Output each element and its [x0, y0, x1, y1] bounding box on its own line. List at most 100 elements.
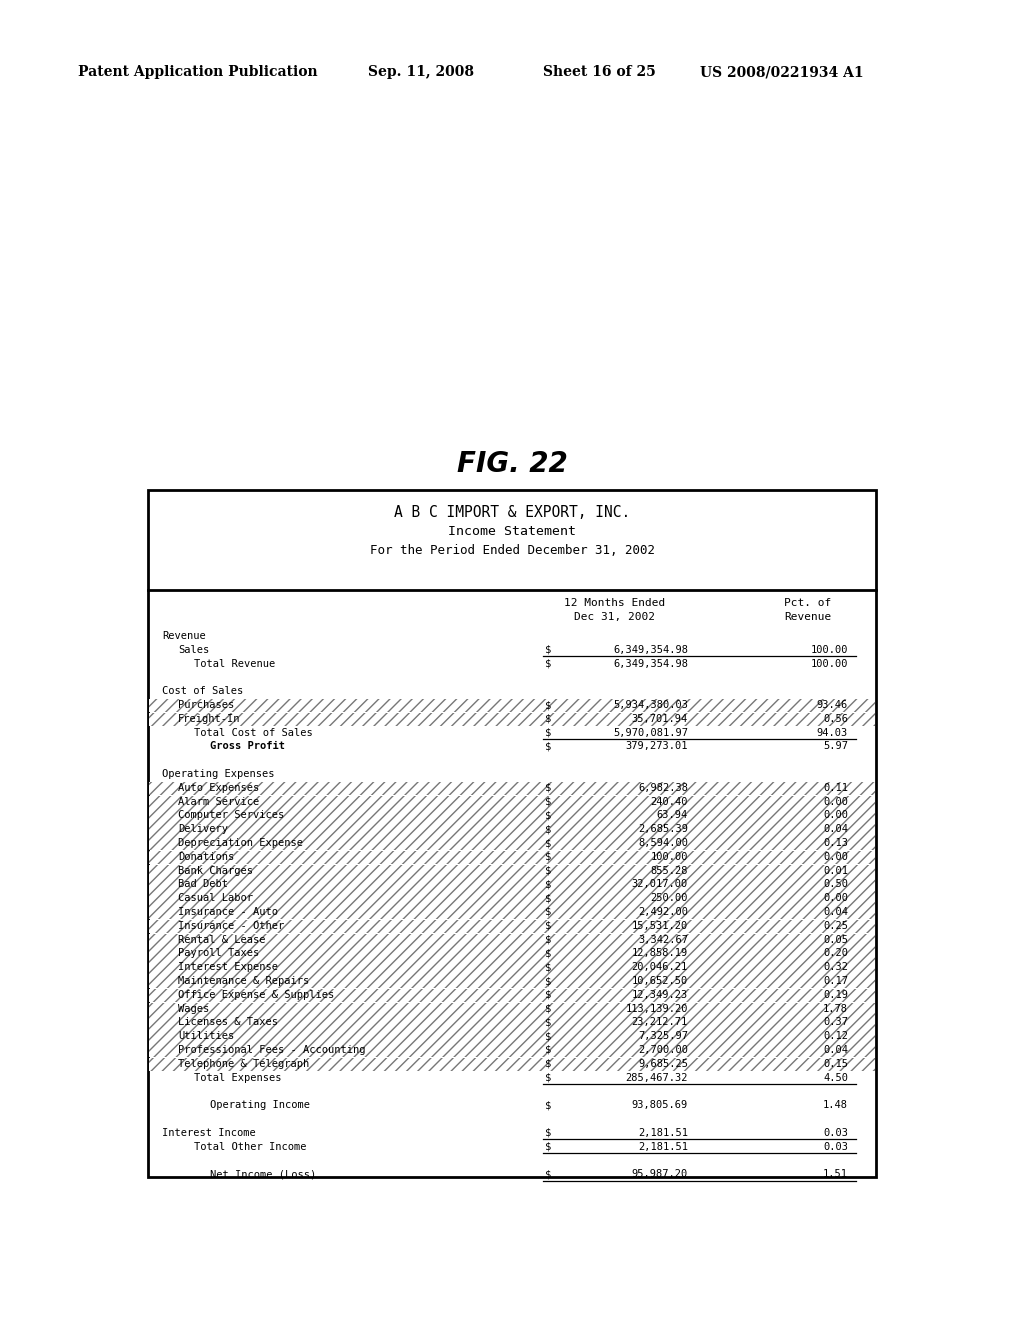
- Text: Dec 31, 2002: Dec 31, 2002: [574, 612, 655, 622]
- Text: Sales: Sales: [178, 644, 209, 655]
- Bar: [150, 948, 874, 961]
- Bar: [150, 1030, 874, 1044]
- Text: 0.20: 0.20: [823, 948, 848, 958]
- Text: $: $: [545, 783, 551, 793]
- Text: $: $: [545, 962, 551, 973]
- Text: 0.00: 0.00: [823, 796, 848, 807]
- Text: 1.51: 1.51: [823, 1170, 848, 1179]
- Text: $: $: [545, 921, 551, 931]
- Text: 93.46: 93.46: [817, 700, 848, 710]
- Text: 0.11: 0.11: [823, 783, 848, 793]
- Text: $: $: [545, 810, 551, 821]
- Text: $: $: [545, 1003, 551, 1014]
- Text: 0.32: 0.32: [823, 962, 848, 973]
- Text: $: $: [545, 824, 551, 834]
- Text: 12 Months Ended: 12 Months Ended: [564, 598, 666, 609]
- Bar: [150, 1044, 874, 1057]
- Text: Income Statement: Income Statement: [449, 525, 575, 539]
- Text: $: $: [545, 879, 551, 890]
- Text: 1.48: 1.48: [823, 1100, 848, 1110]
- Text: $: $: [545, 990, 551, 999]
- Text: Total Revenue: Total Revenue: [194, 659, 275, 669]
- Text: Total Other Income: Total Other Income: [194, 1142, 306, 1151]
- Text: 0.19: 0.19: [823, 990, 848, 999]
- Text: 0.00: 0.00: [823, 894, 848, 903]
- Text: Professional Fees - Accounting: Professional Fees - Accounting: [178, 1045, 366, 1055]
- Text: 2,685.39: 2,685.39: [638, 824, 688, 834]
- Text: 0.12: 0.12: [823, 1031, 848, 1041]
- Text: 0.25: 0.25: [823, 921, 848, 931]
- Bar: [150, 809, 874, 822]
- Text: 8,594.00: 8,594.00: [638, 838, 688, 847]
- Text: $: $: [545, 1170, 551, 1179]
- Text: 20,046.21: 20,046.21: [632, 962, 688, 973]
- Text: 32,017.00: 32,017.00: [632, 879, 688, 890]
- Text: Sep. 11, 2008: Sep. 11, 2008: [368, 65, 474, 79]
- Bar: [150, 837, 874, 850]
- Text: Computer Services: Computer Services: [178, 810, 285, 821]
- Text: 0.37: 0.37: [823, 1018, 848, 1027]
- Text: 6,349,354.98: 6,349,354.98: [613, 659, 688, 669]
- Text: $: $: [545, 644, 551, 655]
- Text: $: $: [545, 838, 551, 847]
- Text: Telephone & Telegraph: Telephone & Telegraph: [178, 1059, 309, 1069]
- Text: 35,701.94: 35,701.94: [632, 714, 688, 723]
- Text: 5.97: 5.97: [823, 742, 848, 751]
- Text: Rental & Lease: Rental & Lease: [178, 935, 265, 945]
- Text: 6,982.38: 6,982.38: [638, 783, 688, 793]
- Text: For the Period Ended December 31, 2002: For the Period Ended December 31, 2002: [370, 544, 654, 557]
- Text: 0.01: 0.01: [823, 866, 848, 875]
- Bar: [150, 989, 874, 1002]
- Text: $: $: [545, 700, 551, 710]
- Text: 2,700.00: 2,700.00: [638, 1045, 688, 1055]
- Text: 5,970,081.97: 5,970,081.97: [613, 727, 688, 738]
- Text: 10,652.50: 10,652.50: [632, 975, 688, 986]
- Text: $: $: [545, 935, 551, 945]
- Text: Interest Income: Interest Income: [162, 1127, 256, 1138]
- Text: 3,342.67: 3,342.67: [638, 935, 688, 945]
- Text: 0.13: 0.13: [823, 838, 848, 847]
- Text: 0.04: 0.04: [823, 824, 848, 834]
- Text: $: $: [545, 742, 551, 751]
- Text: Operating Expenses: Operating Expenses: [162, 770, 274, 779]
- Text: 95,987.20: 95,987.20: [632, 1170, 688, 1179]
- Text: Wages: Wages: [178, 1003, 209, 1014]
- Text: 250.00: 250.00: [650, 894, 688, 903]
- Text: Donations: Donations: [178, 851, 234, 862]
- Bar: [150, 781, 874, 795]
- Bar: [150, 851, 874, 865]
- Text: 113,139.20: 113,139.20: [626, 1003, 688, 1014]
- Bar: [150, 1003, 874, 1016]
- Text: Depreciation Expense: Depreciation Expense: [178, 838, 303, 847]
- Text: 0.00: 0.00: [823, 851, 848, 862]
- Text: Insurance - Auto: Insurance - Auto: [178, 907, 278, 917]
- Text: Revenue: Revenue: [162, 631, 206, 642]
- Bar: [150, 700, 874, 713]
- Text: 240.40: 240.40: [650, 796, 688, 807]
- Bar: [150, 865, 874, 878]
- Bar: [150, 1057, 874, 1071]
- Text: Utilities: Utilities: [178, 1031, 234, 1041]
- Text: Insurance - Other: Insurance - Other: [178, 921, 285, 931]
- Bar: [150, 878, 874, 892]
- Text: $: $: [545, 894, 551, 903]
- Text: 0.04: 0.04: [823, 907, 848, 917]
- Text: Office Expense & Supplies: Office Expense & Supplies: [178, 990, 334, 999]
- Text: Pct. of: Pct. of: [784, 598, 831, 609]
- Text: Gross Profit: Gross Profit: [210, 742, 285, 751]
- Text: $: $: [545, 714, 551, 723]
- Text: $: $: [545, 1059, 551, 1069]
- Text: 0.17: 0.17: [823, 975, 848, 986]
- Text: 63.94: 63.94: [656, 810, 688, 821]
- Text: Alarm Service: Alarm Service: [178, 796, 259, 807]
- Text: Licenses & Taxes: Licenses & Taxes: [178, 1018, 278, 1027]
- Text: 23,212.71: 23,212.71: [632, 1018, 688, 1027]
- Text: 6,349,354.98: 6,349,354.98: [613, 644, 688, 655]
- Text: Bad Debt: Bad Debt: [178, 879, 228, 890]
- Text: $: $: [545, 948, 551, 958]
- Text: Sheet 16 of 25: Sheet 16 of 25: [543, 65, 655, 79]
- Text: 0.15: 0.15: [823, 1059, 848, 1069]
- Text: Interest Expense: Interest Expense: [178, 962, 278, 973]
- Text: FIG. 22: FIG. 22: [457, 450, 567, 478]
- Text: Purchases: Purchases: [178, 700, 234, 710]
